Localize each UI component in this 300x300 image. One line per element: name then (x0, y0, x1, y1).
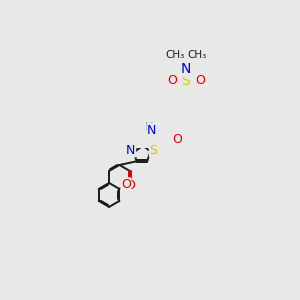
Text: O: O (167, 74, 177, 87)
Text: N: N (181, 62, 191, 76)
Text: S: S (149, 144, 158, 157)
Text: O: O (172, 133, 182, 146)
Text: S: S (182, 74, 190, 88)
Text: CH₃: CH₃ (187, 50, 206, 60)
Text: O: O (125, 179, 135, 192)
Text: N: N (147, 124, 157, 136)
Text: CH₃: CH₃ (165, 50, 184, 60)
Text: O: O (121, 178, 131, 191)
Text: H: H (145, 122, 153, 132)
Text: N: N (126, 144, 136, 157)
Text: O: O (195, 74, 205, 87)
